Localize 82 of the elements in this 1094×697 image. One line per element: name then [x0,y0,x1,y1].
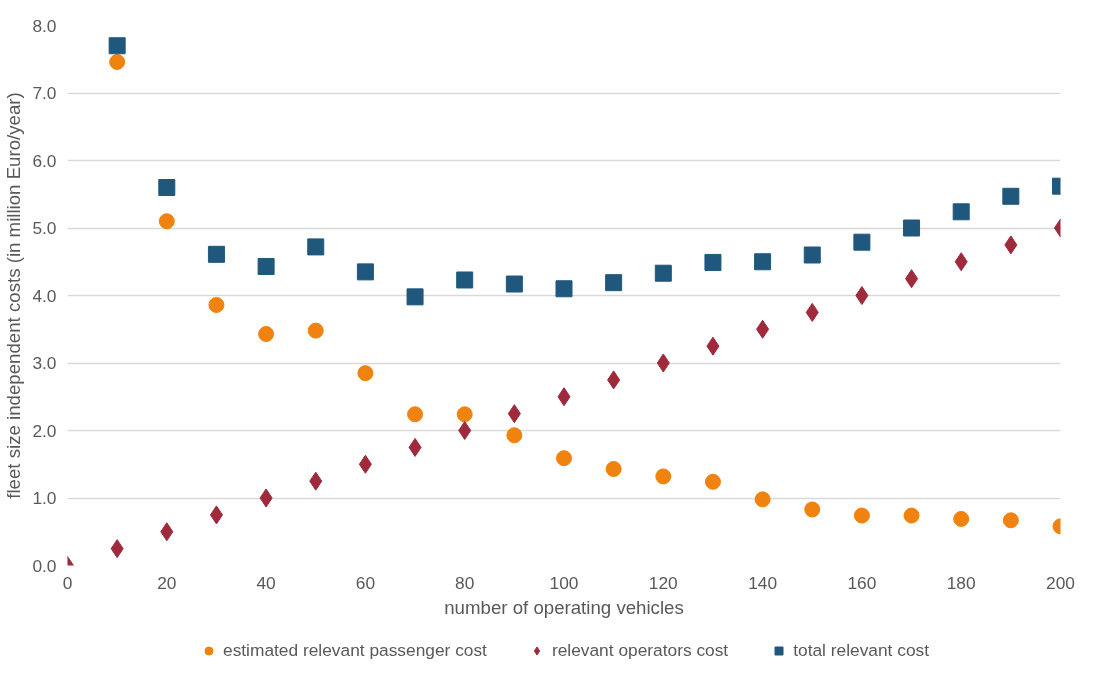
x-tick-label: 80 [455,572,475,593]
point [208,296,225,313]
point [456,271,474,289]
legend-label: relevant operators cost [551,639,729,661]
point [257,257,275,275]
point [953,510,970,527]
point [109,53,126,70]
point [258,325,275,342]
point [507,404,521,424]
point [406,288,424,306]
x-tick-label: 40 [256,572,276,593]
point [704,253,722,271]
point [855,286,869,305]
point [309,471,323,491]
point [505,275,523,293]
point [853,233,871,251]
y-axis-title: fleet size independent costs (in million Euro/year) [3,92,25,499]
point [158,213,175,230]
legend-label: estimated relevant passenger cost [223,639,487,661]
point [555,280,573,298]
x-tick-label: 0 [62,572,73,593]
point [905,269,919,289]
point [110,539,124,559]
point [954,252,968,272]
point [408,437,422,457]
point [556,450,572,467]
point [706,336,720,356]
point [158,179,176,196]
point [458,421,472,440]
y-tick-label: 1.0 [32,488,57,508]
point [654,264,672,282]
point [259,488,273,508]
point [803,246,821,264]
point [1002,187,1020,205]
point [407,406,424,423]
x-tick-label: 160 [847,572,877,593]
point [656,353,670,373]
point [754,253,772,271]
point [804,501,821,518]
x-tick-label: 180 [946,572,976,593]
y-tick-label: 6.0 [32,150,57,171]
x-tick-label: 140 [748,572,778,593]
point [160,522,174,542]
point [357,365,374,382]
point [108,37,126,55]
y-tick-label: 4.0 [32,285,57,306]
point [207,245,225,263]
point [655,468,672,485]
point [456,406,473,423]
point [557,387,571,407]
point [853,507,870,524]
point [903,219,921,237]
x-tick-label: 120 [648,572,678,593]
point [754,491,771,508]
point [607,370,621,390]
point [307,238,325,256]
point [605,274,623,292]
point [1002,512,1019,529]
y-tick-label: 0.0 [32,555,57,576]
point [756,319,770,339]
x-tick-label: 60 [355,572,376,593]
y-tick-label: 2.0 [32,420,57,441]
x-axis-title: number of operating vehicles [444,596,684,618]
legend-label: total relevant cost [793,639,929,661]
point [356,263,374,281]
point [805,302,819,322]
point [952,203,970,221]
y-tick-label: 7.0 [32,83,57,103]
x-tick-label: 20 [157,572,177,593]
point [605,460,622,477]
point [506,427,523,444]
y-tick-label: 8.0 [32,15,57,36]
point [209,505,223,525]
x-tick-label: 100 [549,572,579,593]
point [903,507,920,524]
y-tick-label: 5.0 [32,218,57,238]
point [704,473,721,490]
point [1004,235,1018,255]
point [358,454,372,474]
point [307,322,324,339]
x-tick-label: 200 [1046,572,1075,593]
y-tick-label: 3.0 [32,353,57,373]
